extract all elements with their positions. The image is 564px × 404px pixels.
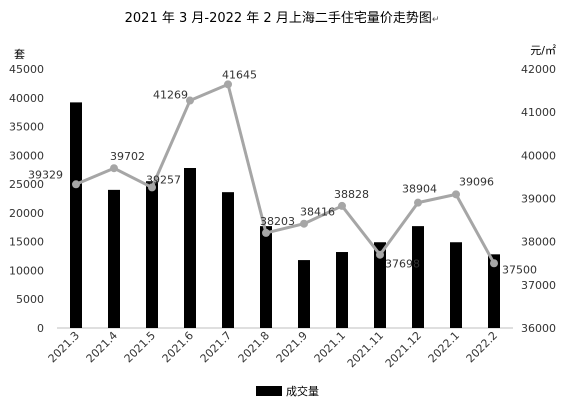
line-point xyxy=(186,96,194,105)
line-point xyxy=(338,201,346,210)
right-tick-label: 42000 xyxy=(521,63,556,76)
line-point xyxy=(148,183,156,192)
data-label: 38416 xyxy=(300,206,335,219)
title-return-mark: ↵ xyxy=(432,15,440,25)
bar xyxy=(222,192,234,328)
bar xyxy=(70,102,82,328)
legend-swatch xyxy=(256,386,282,396)
left-tick-label: 40000 xyxy=(9,92,44,105)
left-tick-label: 15000 xyxy=(9,236,44,249)
right-tick-label: 38000 xyxy=(521,236,556,249)
data-label: 38203 xyxy=(260,215,295,228)
data-label: 39702 xyxy=(110,150,145,163)
left-tick-label: 35000 xyxy=(9,121,44,134)
left-axis-unit: 套 xyxy=(14,48,25,61)
line-point xyxy=(490,259,498,268)
line-point xyxy=(72,180,80,189)
bar xyxy=(488,254,500,328)
data-label: 37500 xyxy=(502,263,537,276)
data-label: 39257 xyxy=(146,173,181,186)
bar xyxy=(450,242,462,328)
right-tick-label: 39000 xyxy=(521,193,556,206)
line-series xyxy=(75,82,496,264)
data-label: 39096 xyxy=(459,175,494,188)
data-label: 38904 xyxy=(402,183,437,196)
line-point xyxy=(376,250,384,259)
bar xyxy=(260,226,272,328)
right-axis-unit: 元/㎡ xyxy=(530,44,556,57)
data-label: 41645 xyxy=(222,68,257,81)
bar xyxy=(184,167,196,328)
right-tick-label: 40000 xyxy=(521,149,556,162)
line-point xyxy=(300,219,308,228)
line-point xyxy=(224,80,232,89)
chart-title: 2021 年 3 月-2022 年 2 月上海二手住宅量价走势图 xyxy=(125,10,432,26)
line-point xyxy=(414,198,422,207)
left-tick-label: 5000 xyxy=(16,293,44,306)
left-tick-label: 0 xyxy=(37,322,44,335)
left-tick-label: 45000 xyxy=(9,63,44,76)
bar xyxy=(298,260,310,328)
line-point xyxy=(452,190,460,199)
left-tick-label: 30000 xyxy=(9,149,44,162)
left-tick-label: 10000 xyxy=(9,264,44,277)
right-tick-label: 36000 xyxy=(521,322,556,335)
left-tick-label: 25000 xyxy=(9,178,44,191)
bar xyxy=(146,181,158,328)
right-tick-label: 37000 xyxy=(521,279,556,292)
bar xyxy=(412,226,424,328)
svg-text:2021 年 3 月-2022 年 2 月上海二手住宅量价走: 2021 年 3 月-2022 年 2 月上海二手住宅量价走势图↵ xyxy=(125,10,440,26)
data-label: 38828 xyxy=(334,188,369,201)
bar xyxy=(374,242,386,328)
data-label: 41269 xyxy=(153,89,188,102)
line-point xyxy=(262,228,270,237)
bar xyxy=(108,189,120,328)
data-label: 39329 xyxy=(28,168,63,181)
legend-label: 成交量 xyxy=(286,384,319,398)
bar xyxy=(336,252,348,328)
left-tick-label: 20000 xyxy=(9,207,44,220)
right-tick-label: 41000 xyxy=(521,106,556,119)
data-label: 37698 xyxy=(385,258,420,271)
line-point xyxy=(110,164,118,173)
